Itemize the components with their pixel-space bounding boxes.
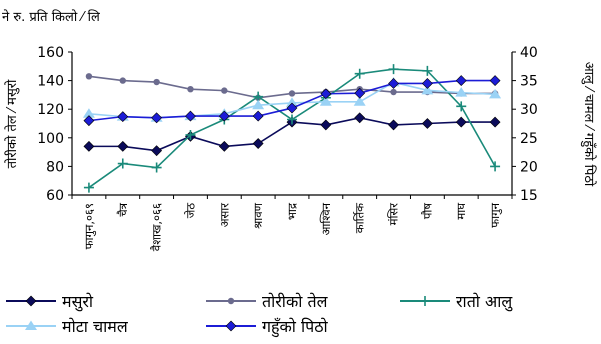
- series-4-point: [455, 75, 467, 87]
- series-0-point: [455, 116, 467, 128]
- series-4-point: [252, 110, 264, 122]
- legend-swatch-marker: [225, 320, 237, 332]
- series-line-2: [88, 68, 496, 189]
- right-tick-label: 15: [520, 188, 538, 204]
- legend-label: मोटा चामल: [62, 317, 129, 336]
- series-0-point: [117, 140, 129, 152]
- series-1-point: [187, 85, 194, 93]
- left-tick-label: 100: [37, 131, 64, 147]
- left-tick-label: 120: [37, 102, 64, 118]
- legend-swatch-marker: [420, 296, 430, 306]
- left-tick-label: 60: [46, 188, 64, 204]
- x-tick-label: फागुन: [488, 202, 503, 227]
- series-2-point: [490, 161, 501, 172]
- series-4-point: [117, 111, 129, 123]
- series-0-point: [489, 116, 501, 128]
- left-tick-label: 160: [37, 45, 64, 61]
- legend-swatch-marker: [227, 297, 235, 305]
- series-4-point: [286, 102, 298, 114]
- series-2-point: [456, 101, 467, 112]
- series-3-point: [319, 96, 332, 106]
- series-0-point: [252, 138, 264, 149]
- x-tick-label: पौष: [420, 203, 434, 220]
- legend-item-0: मसुरो: [6, 292, 94, 312]
- series-0-point: [388, 119, 399, 131]
- right-tick-label: 25: [520, 131, 538, 147]
- series-2-point: [422, 65, 433, 76]
- series-2-point: [287, 114, 297, 125]
- series-3-point: [286, 97, 298, 107]
- series-4-point: [185, 110, 196, 122]
- series-3-point: [353, 96, 366, 106]
- x-tick-label: असार: [217, 203, 231, 228]
- right-tick-label: 20: [520, 159, 538, 175]
- series-4-point: [218, 110, 230, 122]
- left-axis-title: तोरीको तेल ⁄ मसुरो: [4, 79, 20, 168]
- right-tick-label: 35: [520, 74, 538, 90]
- series-2-point: [151, 162, 162, 173]
- series-4-point: [151, 112, 163, 124]
- series-0-point: [218, 140, 230, 152]
- x-tick-label: चैत्र: [116, 202, 130, 216]
- x-tick-label: मंसिर: [387, 203, 401, 226]
- legend-label: मसुरो: [62, 292, 94, 312]
- x-tick-label: कार्तिक: [353, 203, 367, 233]
- x-tick-label: माघ: [454, 203, 468, 220]
- series-1-point: [153, 78, 160, 86]
- legend-item-4: गहुँको पिठो: [206, 317, 329, 338]
- series-0-point: [83, 140, 95, 152]
- right-axis-title: आलु ⁄ चामल ⁄ गहुँको पिठो: [580, 62, 597, 187]
- right-tick-label: 30: [520, 102, 538, 118]
- series-1-point: [288, 90, 296, 97]
- x-tick-label: फागुन,०६९: [82, 203, 97, 249]
- unit-label: ने रु. प्रति किलो ⁄ लि: [2, 9, 100, 25]
- legend-item-1: तोरीको तेल: [206, 292, 329, 311]
- series-4-point: [320, 88, 332, 100]
- series-4-point: [421, 78, 433, 89]
- series-3-point: [421, 84, 434, 95]
- legend-label: तोरीको तेल: [262, 292, 329, 311]
- legend-item-2: रातो आलु: [400, 292, 513, 312]
- series-2-point: [117, 158, 128, 169]
- legend-item-3: मोटा चामल: [6, 317, 129, 336]
- x-tick-label: जेठ: [183, 203, 197, 219]
- series-1-point: [390, 88, 397, 96]
- right-tick-label: 40: [520, 45, 538, 61]
- series-2-point: [83, 182, 94, 193]
- series-1-point: [119, 77, 126, 84]
- series-1-point: [85, 73, 93, 80]
- x-tick-label: भाद्र: [285, 202, 299, 220]
- x-tick-label: आश्विन: [319, 202, 333, 235]
- series-4-point: [83, 115, 95, 127]
- legend-swatch-marker: [25, 320, 37, 330]
- x-tick-label: वैशाख,०६६: [150, 203, 164, 251]
- series-4-point: [489, 75, 501, 87]
- series-0-point: [151, 145, 163, 157]
- series-2-point: [354, 68, 365, 79]
- series-0-point: [421, 118, 433, 129]
- left-tick-label: 140: [37, 74, 64, 90]
- series-4-point: [388, 78, 399, 89]
- left-tick-label: 80: [46, 159, 64, 175]
- series-2-point: [185, 129, 196, 140]
- series-0-point: [354, 112, 366, 124]
- plot-area: 60 80 100 120 140 160 15 20 25 30 35 40 फागुन,०६९ चैत…: [37, 45, 538, 251]
- legend-label: रातो आलु: [456, 292, 513, 312]
- series-3-point: [489, 88, 502, 99]
- x-tick-label: श्रावण: [251, 202, 265, 229]
- series-2-point: [388, 64, 399, 75]
- series-3-point: [252, 99, 265, 110]
- series-4-point: [354, 87, 366, 99]
- legend-label: गहुँको पिठो: [262, 317, 329, 338]
- series-1-point: [221, 87, 228, 94]
- series-3-point: [455, 87, 468, 97]
- series-0-point: [320, 119, 332, 131]
- legend: मसुरो तोरीको तेल रातो आलु मोटा चामल गहुँको प…: [6, 292, 513, 338]
- series-3-point: [82, 108, 95, 118]
- legend-swatch-marker: [25, 295, 37, 307]
